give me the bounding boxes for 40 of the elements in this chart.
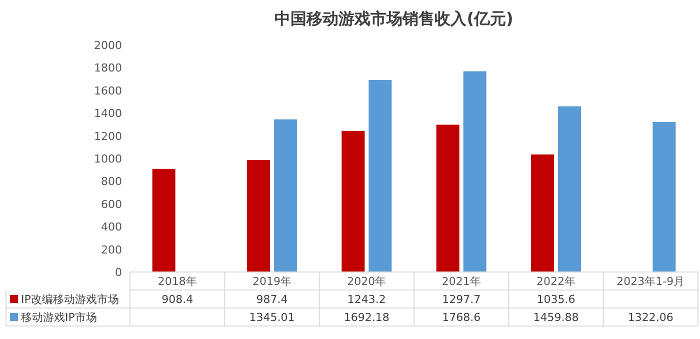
bar (274, 119, 297, 272)
y-tick-label: 800 (101, 175, 122, 188)
bar (463, 71, 486, 272)
data-label: 1692.18 (344, 311, 390, 324)
y-tick-label: 400 (101, 220, 122, 234)
y-tick-label: 1600 (94, 84, 122, 98)
y-tick-label: 1200 (94, 130, 122, 143)
data-label: 1322.06 (628, 311, 674, 324)
data-label: 1035.6 (536, 293, 576, 306)
data-label: 1768.6 (442, 311, 481, 324)
bar (247, 160, 270, 272)
y-tick-label: 0 (115, 266, 122, 279)
y-tick-label: 1000 (94, 152, 122, 166)
x-tick-label: 2020年 (347, 275, 386, 288)
bar (152, 168, 176, 272)
x-tick-label: 2018年 (158, 275, 197, 288)
legend-label: 移动游戏IP市场 (21, 311, 97, 324)
x-tick-label: 2023年1-9月 (616, 275, 685, 288)
bar (531, 154, 554, 272)
x-tick-label: 2021年 (442, 275, 481, 288)
data-label: 1243.2 (347, 293, 386, 306)
legend-label: IP改编移动游戏市场 (21, 293, 119, 306)
data-label: 1297.7 (442, 293, 481, 306)
data-label: 987.4 (256, 293, 288, 306)
bar (342, 130, 365, 272)
x-tick-label: 2019年 (252, 275, 292, 288)
data-label: 1345.01 (249, 311, 295, 324)
data-label: 908.4 (162, 293, 194, 306)
y-tick-label: 600 (101, 198, 122, 211)
chart-title: 中国移动游戏市场销售收入(亿元) (274, 9, 514, 28)
bar (436, 124, 460, 272)
y-tick-label: 200 (101, 243, 122, 256)
x-tick-label: 2022年 (536, 275, 576, 288)
bar (652, 122, 676, 272)
y-tick-label: 2000 (94, 39, 122, 52)
data-label: 1459.88 (533, 311, 579, 324)
bar (368, 80, 392, 272)
y-tick-label: 1800 (94, 62, 122, 75)
bar (558, 106, 581, 272)
y-tick-label: 1400 (94, 107, 122, 120)
